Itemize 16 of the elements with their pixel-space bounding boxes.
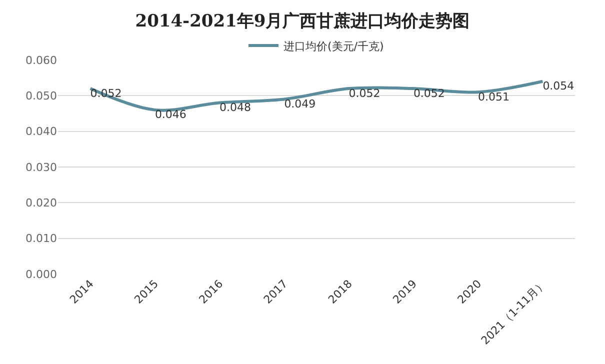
data-label: 0.054: [542, 80, 574, 93]
y-tick-label: 0.050: [26, 90, 57, 103]
data-label: 0.052: [348, 86, 380, 100]
y-tick-label: 0.040: [26, 125, 57, 138]
y-tick-label: 0.020: [26, 196, 57, 210]
y-tick-label: 0.030: [26, 160, 57, 174]
y-tick-label: 0.010: [26, 232, 57, 246]
data-label: 0.051: [478, 90, 510, 104]
data-label: 0.052: [413, 86, 445, 100]
legend-label: 进口均价(美元/千克): [284, 40, 384, 53]
y-tick-label: 0.000: [26, 268, 57, 281]
y-tick-label: 0.060: [26, 54, 57, 67]
data-label: 0.048: [220, 101, 252, 114]
chart-title: 2014-2021年9月广西甘蔗进口均价走势图: [135, 11, 470, 32]
data-label: 0.046: [154, 108, 186, 122]
data-label: 0.049: [284, 97, 316, 110]
